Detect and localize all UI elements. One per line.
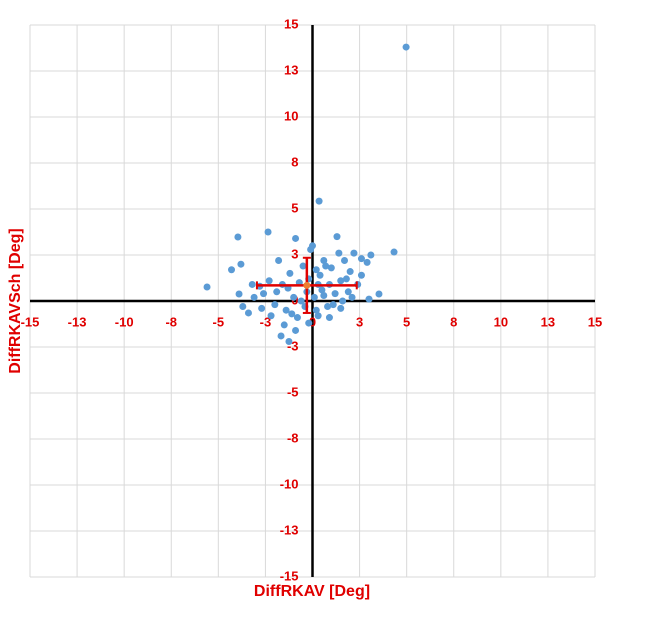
point <box>237 260 245 268</box>
point <box>267 312 275 320</box>
point <box>357 255 365 263</box>
point <box>390 248 398 256</box>
point <box>335 249 343 257</box>
point <box>305 319 313 327</box>
point <box>265 277 273 285</box>
point <box>329 301 337 309</box>
point <box>322 262 330 270</box>
point <box>363 258 371 266</box>
point <box>367 251 375 259</box>
y-tick-label: -15 <box>280 568 299 583</box>
point <box>402 43 410 51</box>
point <box>341 257 349 265</box>
point <box>320 257 328 265</box>
point <box>312 266 320 274</box>
point <box>327 264 335 272</box>
x-tick-label: -13 <box>68 314 87 329</box>
point <box>314 312 322 320</box>
x-tick-label: -5 <box>213 314 225 329</box>
point <box>299 262 307 270</box>
point <box>350 249 358 257</box>
y-tick-label: -13 <box>280 522 299 537</box>
x-tick-label: 13 <box>541 314 555 329</box>
point <box>277 332 285 340</box>
point <box>228 266 236 274</box>
point <box>239 303 247 311</box>
x-tick-label: 10 <box>494 314 508 329</box>
point <box>288 310 296 318</box>
point <box>337 304 345 312</box>
point <box>357 271 365 279</box>
point <box>258 304 266 312</box>
y-tick-label: -10 <box>280 476 299 491</box>
y-tick-label: 13 <box>284 62 298 77</box>
point <box>293 314 301 322</box>
point <box>315 197 323 205</box>
y-tick-label: 8 <box>291 154 298 169</box>
x-axis-title: DiffRKAV [Deg] <box>254 583 370 600</box>
point <box>244 309 252 317</box>
point <box>365 295 373 303</box>
point <box>285 337 293 345</box>
point <box>235 290 243 298</box>
x-tick-label: -10 <box>115 314 134 329</box>
point <box>203 283 211 291</box>
y-tick-label: -5 <box>287 384 299 399</box>
x-tick-label: -15 <box>21 314 40 329</box>
point <box>331 290 339 298</box>
point <box>320 291 328 299</box>
point <box>348 293 356 301</box>
y-tick-label: 15 <box>284 16 298 31</box>
point <box>318 286 326 294</box>
point <box>292 326 300 334</box>
point <box>303 281 311 289</box>
x-tick-label: 15 <box>588 314 602 329</box>
point <box>344 288 352 296</box>
point <box>339 297 347 305</box>
point <box>325 314 333 322</box>
point <box>250 293 258 301</box>
y-tick-label: -3 <box>287 338 299 353</box>
point <box>312 306 320 314</box>
x-tick-label: 3 <box>356 314 363 329</box>
point <box>271 301 279 309</box>
point <box>324 303 332 311</box>
point <box>346 268 354 276</box>
y-tick-label: 10 <box>284 108 298 123</box>
point <box>297 297 305 305</box>
point <box>309 242 316 250</box>
point <box>290 293 298 301</box>
y-tick-label: 3 <box>291 246 298 261</box>
x-tick-label: -8 <box>165 314 177 329</box>
y-tick-label: 5 <box>291 200 298 215</box>
x-tick-label: -3 <box>260 314 272 329</box>
point <box>286 269 294 277</box>
x-tick-label: 5 <box>403 314 410 329</box>
point <box>292 234 300 242</box>
point <box>310 293 318 301</box>
point <box>248 280 256 288</box>
point <box>264 228 272 236</box>
x-tick-label: 0 <box>309 314 316 329</box>
point <box>234 233 242 241</box>
y-tick-label: -8 <box>287 430 299 445</box>
point <box>375 290 383 298</box>
point <box>316 271 324 279</box>
point <box>342 275 350 283</box>
point <box>280 321 288 329</box>
point <box>282 306 290 314</box>
y-axis-title: DiffRKAVSch [Deg] <box>7 228 24 373</box>
point <box>273 288 281 296</box>
x-tick-label: 8 <box>450 314 457 329</box>
point <box>260 290 268 298</box>
point <box>337 277 345 285</box>
point <box>333 233 341 241</box>
point <box>275 257 283 265</box>
